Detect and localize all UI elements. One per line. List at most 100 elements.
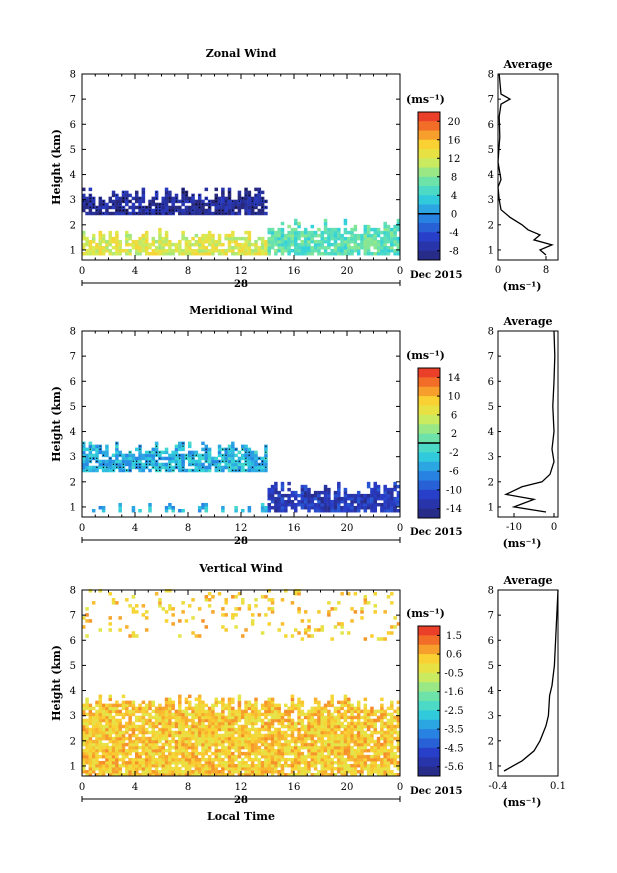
heatmap-cell: [393, 736, 397, 741]
heatmap-cell: [135, 709, 139, 714]
heatmap-cell: [128, 739, 132, 744]
colorbar-step: [418, 672, 440, 683]
heatmap-cell: [257, 236, 262, 241]
heatmap-speckle: [202, 212, 204, 214]
heatmap-cell: [340, 724, 344, 729]
heatmap-cell: [181, 745, 185, 750]
heatmap-speckle: [86, 203, 88, 205]
heatmap-cell: [350, 251, 354, 256]
heatmap-cell: [88, 619, 93, 623]
heatmap-cell: [380, 736, 384, 741]
heatmap-speckle: [218, 460, 221, 462]
heatmap-cell: [260, 721, 265, 726]
heatmap-cell: [85, 205, 89, 210]
heatmap-cell: [337, 706, 341, 711]
heatmap-cell: [376, 227, 381, 232]
heatmap-cell: [257, 199, 262, 204]
heatmap-cell: [204, 251, 209, 256]
heatmap-cell: [231, 700, 235, 705]
heatmap-cell: [184, 733, 189, 738]
heatmap-speckle: [251, 206, 254, 208]
heatmap-cell: [287, 745, 291, 750]
heatmap-cell: [128, 773, 132, 777]
heatmap-cell: [227, 773, 232, 777]
heatmap-cell: [363, 499, 368, 504]
heatmap-cell: [204, 187, 209, 192]
heatmap-cell: [231, 230, 235, 235]
heatmap-cell: [264, 766, 268, 771]
heatmap-cell: [343, 218, 348, 223]
heatmap-cell: [191, 712, 195, 717]
heatmap-cell: [340, 766, 344, 771]
heatmap-cell: [211, 721, 215, 726]
heatmap-cell: [380, 242, 384, 247]
heatmap-cell: [141, 745, 146, 750]
heatmap-cell: [277, 736, 281, 741]
heatmap-cell: [201, 727, 205, 732]
heatmap-cell: [277, 233, 281, 238]
heatmap-cell: [211, 251, 215, 256]
heatmap-speckle: [182, 442, 184, 444]
heatmap-cell: [237, 712, 242, 717]
heatmap-cell: [105, 447, 109, 452]
heatmap-cell: [300, 233, 305, 238]
heatmap-cell: [201, 205, 205, 210]
heatmap-speckle: [162, 203, 164, 205]
heatmap-cell: [274, 233, 278, 238]
heatmap-cell: [224, 721, 228, 726]
heatmap-cell: [267, 242, 271, 247]
heatmap-cell: [340, 625, 344, 629]
heatmap-cell: [333, 742, 338, 747]
heatmap-cell: [207, 230, 212, 235]
heatmap-cell: [290, 709, 295, 714]
heatmap-cell: [181, 748, 185, 753]
heatmap-speckle: [261, 197, 264, 199]
heatmap-cell: [125, 766, 129, 771]
heatmap-cell: [320, 754, 324, 759]
heatmap-cell: [121, 453, 126, 458]
heatmap-cell: [141, 468, 146, 473]
heatmap-cell: [333, 766, 338, 771]
heatmap-cell: [95, 763, 99, 768]
heatmap-cell: [247, 196, 252, 201]
heatmap-cell: [287, 712, 291, 717]
heatmap-cell: [247, 703, 252, 708]
heatmap-cell: [141, 760, 146, 765]
heatmap-cell: [121, 739, 126, 744]
heatmap-cell: [224, 628, 228, 632]
heatmap-cell: [211, 766, 215, 771]
heatmap-cell: [280, 227, 285, 232]
heatmap-cell: [158, 769, 162, 774]
heatmap-cell: [141, 453, 146, 458]
heatmap-cell: [184, 712, 189, 717]
heatmap-cell: [108, 703, 112, 708]
heatmap-speckle: [169, 466, 171, 468]
heatmap-speckle: [132, 460, 134, 462]
colorbar-step: [418, 139, 440, 150]
heatmap-cell: [337, 227, 341, 232]
heatmap-speckle: [139, 463, 141, 465]
heatmap-cell: [307, 619, 311, 623]
heatmap-cell: [350, 233, 354, 238]
heatmap-cell: [284, 505, 288, 510]
heatmap-cell: [366, 248, 371, 253]
heatmap-cell: [181, 733, 185, 738]
heatmap-cell: [264, 613, 268, 617]
colorbar-step: [418, 204, 440, 215]
heatmap-cell: [370, 739, 374, 744]
heatmap-cell: [158, 773, 162, 777]
heatmap-cell: [390, 739, 394, 744]
heatmap-cell: [174, 248, 179, 253]
heatmap-cell: [270, 745, 275, 750]
heatmap-cell: [231, 239, 235, 244]
heatmap-cell: [290, 718, 295, 723]
heatmap-cell: [396, 490, 401, 495]
heatmap-cell: [178, 248, 182, 253]
heatmap-cell: [257, 745, 262, 750]
heatmap-cell: [164, 508, 169, 513]
heatmap-cell: [191, 745, 195, 750]
heatmap-cell: [327, 721, 331, 726]
heatmap-cell: [317, 760, 321, 765]
heatmap-cell: [333, 251, 338, 256]
heatmap-cell: [121, 745, 126, 750]
